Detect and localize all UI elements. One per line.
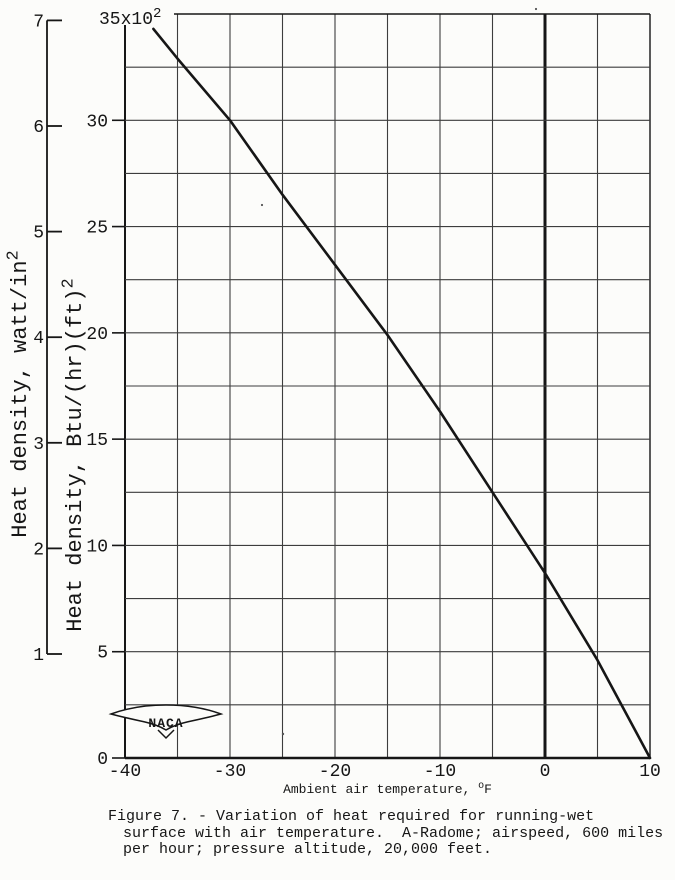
watt-tick-label: 4 [33, 329, 44, 349]
btu-tick-label: 25 [86, 219, 108, 239]
watt-tick-label: 7 [33, 12, 44, 32]
caption-line: surface with air temperature. A-Radome; … [123, 824, 664, 842]
watt-tick-label: 3 [33, 435, 44, 455]
btu-tick-label: 5 [97, 644, 108, 664]
x-tick-label: -30 [214, 762, 246, 782]
btu-axis-title: Heat density, Btu/(hr)(ft)2 [60, 278, 88, 631]
x-axis-title: Ambient air temperature, oF [283, 781, 492, 797]
figure-caption: Figure 7. - Variation of heat required f… [108, 808, 664, 859]
watt-tick-label: 2 [33, 540, 44, 560]
naca-dart [157, 729, 175, 740]
x-tick-label: 0 [540, 762, 551, 782]
btu-tick-label: 0 [97, 750, 108, 770]
scan-speck [260, 203, 264, 207]
watt-tick-label: 6 [33, 118, 44, 138]
watt-tick-label: 5 [33, 224, 44, 244]
top-scale-label: 35x102 [99, 6, 161, 30]
top-label-mask [97, 1, 174, 25]
watt-tick-label: 1 [33, 646, 44, 666]
watt-axis-title: Heat density, watt/in2 [5, 250, 33, 537]
btu-tick-label: 15 [86, 431, 108, 451]
caption-line: per hour; pressure altitude, 20,000 feet… [123, 841, 493, 858]
caption-line: Figure 7. - Variation of heat required f… [108, 808, 595, 825]
naca-logo-text: NACA [148, 716, 183, 731]
naca-wing-outline [108, 704, 224, 731]
scan-speck [281, 732, 285, 736]
x-tick-label: -20 [319, 762, 351, 782]
btu-tick-label: 30 [86, 112, 108, 132]
x-tick-label: 10 [639, 762, 661, 782]
btu-tick-label: 10 [86, 537, 108, 557]
x-tick-label: -40 [109, 762, 141, 782]
scan-speck [534, 7, 538, 11]
figure-chart: 0 5 10 15 20 25 30 35x102 1 2 3 4 5 6 7 -40 -30 -20 -10 0 10… [4, 1, 661, 797]
btu-tick-label: 20 [86, 325, 108, 345]
naca-logo: NACA [108, 704, 224, 740]
x-tick-label: -10 [424, 762, 456, 782]
heat-required-curve [152, 27, 652, 760]
